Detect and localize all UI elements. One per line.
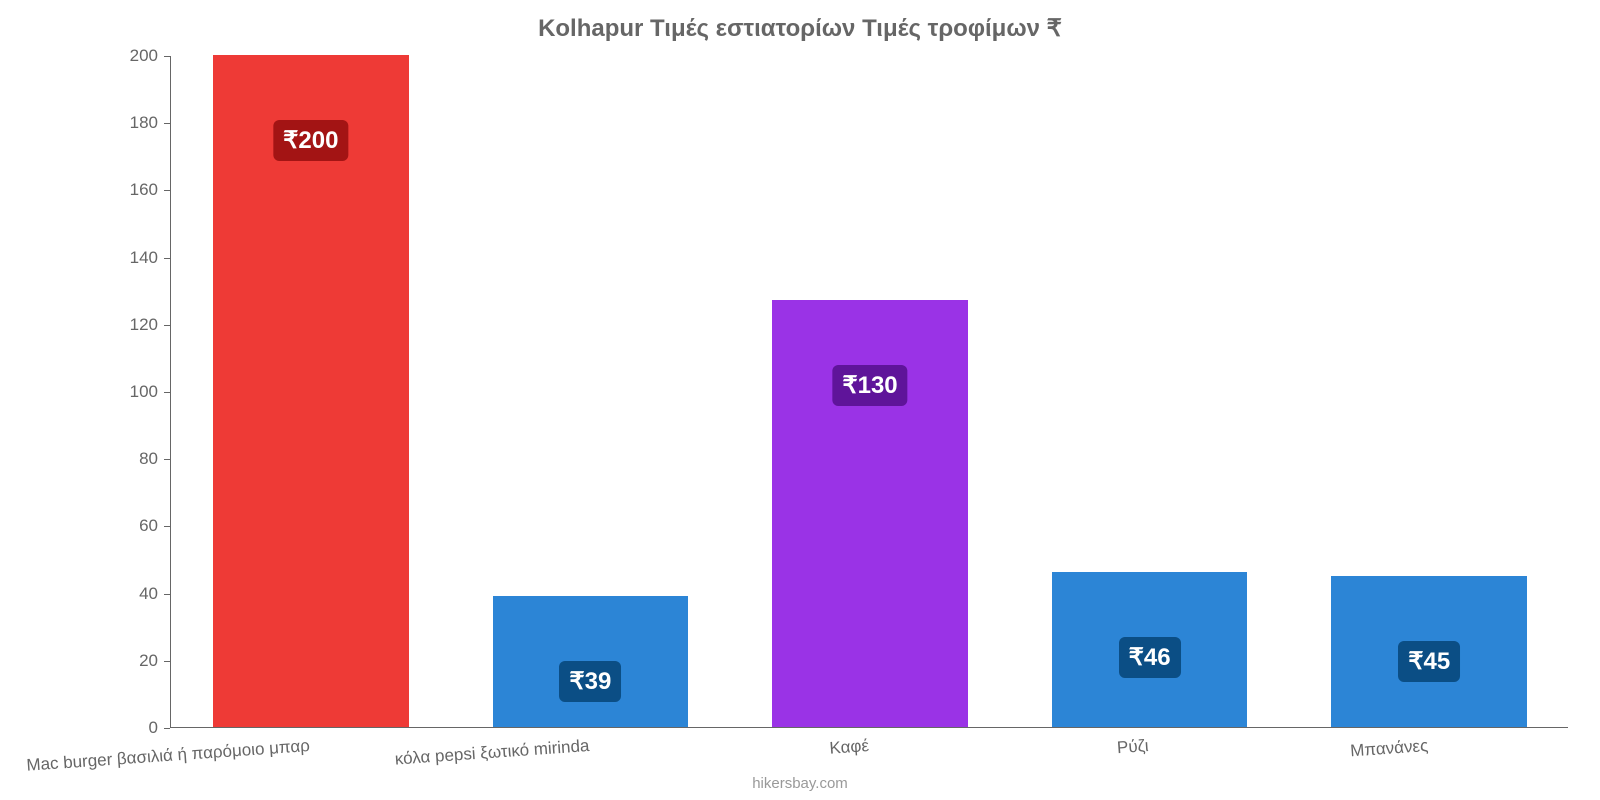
- y-tick-label: 160: [130, 180, 158, 200]
- y-tick-mark: [164, 392, 170, 393]
- y-tick-label: 100: [130, 382, 158, 402]
- bar: ₹45: [1331, 576, 1527, 727]
- y-tick-mark: [164, 325, 170, 326]
- value-badge: ₹39: [559, 661, 621, 702]
- y-tick-label: 60: [139, 516, 158, 536]
- y-tick-mark: [164, 526, 170, 527]
- y-tick-mark: [164, 728, 170, 729]
- bar: ₹46: [1052, 572, 1248, 727]
- bar: ₹200: [213, 55, 409, 727]
- y-tick-label: 120: [130, 315, 158, 335]
- y-tick-label: 140: [130, 248, 158, 268]
- y-tick-label: 20: [139, 651, 158, 671]
- y-tick-mark: [164, 190, 170, 191]
- y-tick-label: 180: [130, 113, 158, 133]
- value-badge: ₹46: [1119, 637, 1181, 678]
- y-tick-mark: [164, 123, 170, 124]
- chart-container: Kolhapur Τιμές εστιατορίων Τιμές τροφίμω…: [0, 0, 1600, 800]
- bar: ₹39: [493, 596, 689, 727]
- y-tick-mark: [164, 459, 170, 460]
- plot-area: ₹200 ₹39 ₹130 ₹46 ₹45: [170, 56, 1568, 728]
- value-badge: ₹45: [1398, 641, 1460, 682]
- y-tick-label: 200: [130, 46, 158, 66]
- y-tick-mark: [164, 594, 170, 595]
- y-tick-label: 40: [139, 584, 158, 604]
- y-tick-mark: [164, 258, 170, 259]
- y-tick-mark: [164, 661, 170, 662]
- bar: ₹130: [772, 300, 968, 727]
- bars-layer: ₹200 ₹39 ₹130 ₹46 ₹45: [171, 56, 1568, 727]
- value-badge: ₹200: [273, 120, 348, 161]
- y-tick-label: 0: [149, 718, 158, 738]
- value-badge: ₹130: [832, 365, 907, 406]
- chart-title: Kolhapur Τιμές εστιατορίων Τιμές τροφίμω…: [0, 14, 1600, 43]
- y-tick-label: 80: [139, 449, 158, 469]
- y-tick-mark: [164, 56, 170, 57]
